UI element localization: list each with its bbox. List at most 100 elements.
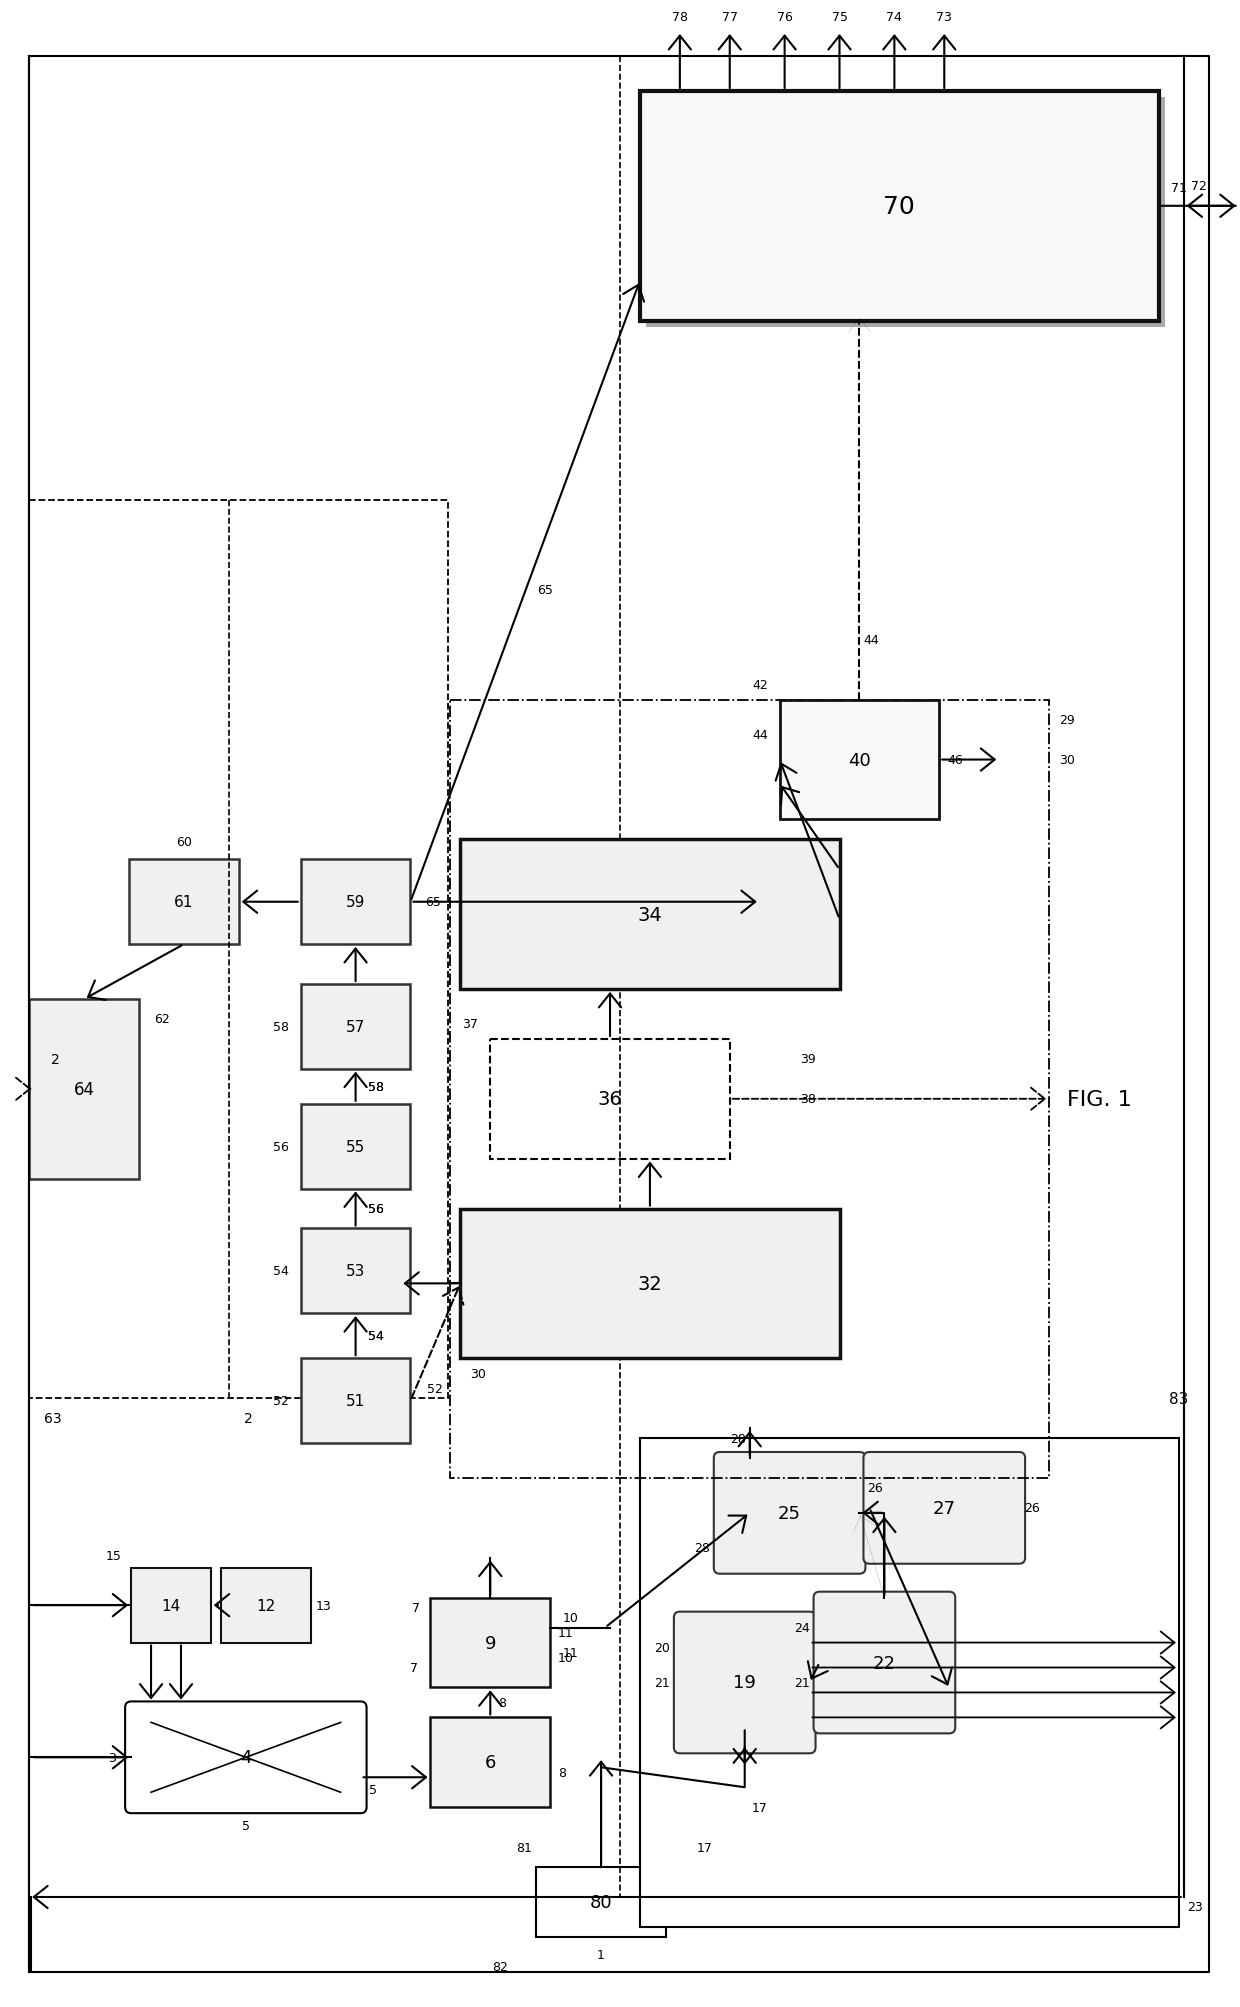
- Bar: [490, 1040, 730, 1160]
- Text: 58: 58: [367, 1080, 383, 1094]
- Bar: [301, 985, 410, 1070]
- Text: 4: 4: [241, 1748, 252, 1766]
- Text: 20: 20: [653, 1642, 670, 1654]
- FancyBboxPatch shape: [673, 1612, 816, 1754]
- Text: 17: 17: [697, 1840, 713, 1854]
- Bar: [460, 841, 839, 989]
- Bar: [640, 1439, 1179, 1927]
- Text: 51: 51: [346, 1393, 366, 1409]
- Text: 13: 13: [316, 1600, 331, 1612]
- Text: 55: 55: [346, 1140, 366, 1154]
- Text: FIG. 1: FIG. 1: [1066, 1090, 1131, 1110]
- Bar: [129, 859, 239, 945]
- Text: 62: 62: [154, 1014, 170, 1026]
- Text: 82: 82: [492, 1961, 508, 1973]
- Text: 71: 71: [1171, 183, 1187, 195]
- Bar: [450, 700, 1049, 1479]
- Text: 26: 26: [1024, 1501, 1040, 1515]
- Bar: [536, 1867, 666, 1937]
- FancyBboxPatch shape: [125, 1702, 367, 1812]
- Text: 57: 57: [346, 1020, 366, 1034]
- Text: 12: 12: [257, 1598, 275, 1614]
- Text: 44: 44: [751, 729, 768, 743]
- Text: 54: 54: [367, 1329, 383, 1343]
- Text: 39: 39: [800, 1054, 816, 1066]
- Text: 54: 54: [273, 1264, 289, 1278]
- Text: 38: 38: [800, 1092, 816, 1106]
- FancyBboxPatch shape: [863, 1453, 1025, 1563]
- Text: 7: 7: [413, 1602, 420, 1614]
- Text: 36: 36: [598, 1090, 622, 1108]
- Text: 74: 74: [887, 10, 903, 24]
- Text: 9: 9: [485, 1634, 496, 1652]
- Text: 34: 34: [637, 905, 662, 925]
- Bar: [430, 1598, 551, 1688]
- Text: 76: 76: [776, 10, 792, 24]
- Bar: [221, 1567, 311, 1644]
- Text: 11: 11: [562, 1646, 578, 1660]
- Bar: [301, 1104, 410, 1188]
- Text: 42: 42: [751, 678, 768, 692]
- Text: 32: 32: [637, 1274, 662, 1293]
- Text: 73: 73: [936, 10, 952, 24]
- Text: 56: 56: [273, 1140, 289, 1154]
- Text: 7: 7: [410, 1662, 418, 1674]
- Text: 56: 56: [367, 1202, 383, 1216]
- Text: 22: 22: [873, 1654, 897, 1672]
- Text: 58: 58: [273, 1020, 289, 1034]
- Text: 53: 53: [346, 1264, 366, 1278]
- Text: 60: 60: [176, 835, 192, 849]
- Text: 81: 81: [516, 1840, 532, 1854]
- Text: 46: 46: [947, 755, 963, 767]
- Text: 27: 27: [932, 1499, 956, 1517]
- Text: 21: 21: [655, 1676, 670, 1690]
- Bar: [301, 1228, 410, 1315]
- Text: 3: 3: [108, 1750, 117, 1764]
- Text: 40: 40: [848, 751, 870, 769]
- Text: 19: 19: [733, 1674, 756, 1692]
- Bar: [780, 700, 939, 821]
- Bar: [30, 999, 139, 1178]
- Text: 8: 8: [498, 1696, 506, 1710]
- Text: 58: 58: [367, 1080, 383, 1094]
- Text: 83: 83: [1169, 1391, 1189, 1407]
- Bar: [646, 98, 1164, 327]
- Text: 59: 59: [346, 895, 366, 909]
- Text: 25: 25: [779, 1503, 801, 1521]
- Bar: [301, 1359, 410, 1443]
- Text: 24: 24: [794, 1622, 810, 1634]
- Text: 65: 65: [537, 584, 553, 598]
- Text: 28: 28: [694, 1541, 709, 1555]
- Text: 64: 64: [73, 1080, 94, 1098]
- Bar: [460, 1208, 839, 1359]
- FancyBboxPatch shape: [714, 1453, 866, 1573]
- Text: 2: 2: [244, 1411, 253, 1425]
- Text: 11: 11: [558, 1626, 574, 1640]
- Text: 2: 2: [51, 1052, 60, 1066]
- Text: 5: 5: [242, 1818, 249, 1832]
- Text: 8: 8: [558, 1766, 567, 1778]
- Text: 63: 63: [45, 1411, 62, 1425]
- Text: 78: 78: [672, 10, 688, 24]
- Text: 37: 37: [463, 1018, 479, 1032]
- Text: 30: 30: [470, 1367, 486, 1381]
- Text: 10: 10: [562, 1612, 578, 1624]
- Text: 1: 1: [598, 1949, 605, 1961]
- Text: 52: 52: [273, 1395, 289, 1407]
- Text: 26: 26: [868, 1481, 883, 1495]
- Text: 54: 54: [367, 1329, 383, 1343]
- Text: 52: 52: [428, 1383, 444, 1395]
- Bar: [131, 1567, 211, 1644]
- Text: 17: 17: [751, 1800, 768, 1814]
- Text: 56: 56: [367, 1202, 383, 1216]
- Text: 14: 14: [161, 1598, 181, 1614]
- Text: 61: 61: [175, 895, 193, 909]
- Text: 70: 70: [883, 195, 915, 219]
- Text: 15: 15: [105, 1549, 122, 1563]
- Bar: [301, 859, 410, 945]
- Text: 44: 44: [863, 634, 879, 646]
- Text: 65: 65: [425, 895, 441, 909]
- Text: 75: 75: [832, 10, 847, 24]
- Bar: [640, 92, 1159, 321]
- Bar: [430, 1718, 551, 1806]
